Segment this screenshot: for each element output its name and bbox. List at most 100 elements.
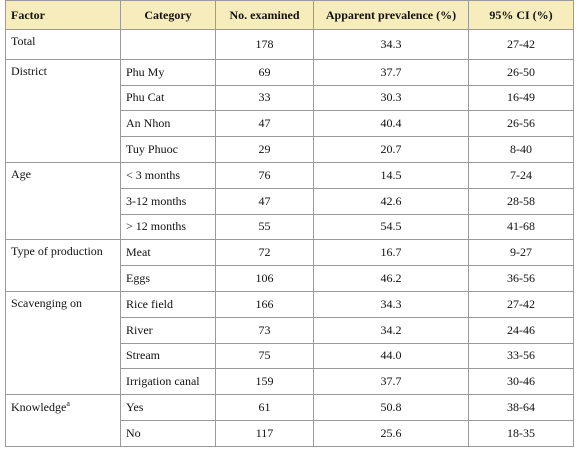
no-examined-cell: 106 (215, 265, 314, 292)
ci-cell: 18-35 (468, 419, 574, 447)
category-cell (120, 29, 216, 60)
prevalence-cell: 50.8 (313, 394, 469, 421)
factor-label: District (11, 63, 47, 78)
header-category: Category (120, 0, 216, 30)
factor-cell: District (5, 58, 121, 163)
factor-label: Age (11, 166, 31, 181)
ci-cell: 9-27 (468, 239, 574, 267)
table-row: District Phu My 69 37.7 26-50 (5, 58, 574, 163)
table-row: No 117 25.6 18-35 (6, 419, 574, 447)
header-factor: Factor (5, 0, 121, 30)
footnote-marker: a (66, 399, 70, 409)
prevalence-cell: 25.6 (313, 419, 469, 447)
ci-cell: 28-58 (468, 187, 574, 215)
prevalence-cell: 34.3 (313, 290, 469, 318)
prevalence-cell: 54.5 (313, 213, 469, 241)
table-row: Scavenging on Rice field 166 34.3 27-42 (5, 290, 574, 396)
factor-cell: Scavenging on (5, 290, 121, 396)
category-cell: Meat (120, 239, 216, 267)
category-cell: No (120, 419, 216, 447)
ci-cell: 26-56 (468, 110, 574, 138)
no-examined-cell: 69 (215, 58, 314, 86)
factor-label: Knowledge (11, 400, 67, 415)
table-row: 3-12 months 47 42.6 28-58 (6, 187, 574, 215)
header-ci: 95% CI (%) (468, 0, 574, 30)
no-examined-cell: 55 (215, 213, 314, 241)
ci-cell: 36-56 (468, 265, 574, 292)
no-examined-cell: 159 (215, 368, 314, 396)
factor-cell: Age (5, 161, 121, 241)
prevalence-cell: 44.0 (313, 342, 469, 370)
no-examined-cell: 29 (215, 136, 314, 163)
category-cell: River (120, 316, 216, 344)
table-row: River 73 34.2 24-46 (6, 316, 574, 344)
prevalence-cell: 34.2 (313, 316, 469, 344)
category-cell: Irrigation canal (120, 368, 216, 396)
prevalence-cell: 46.2 (313, 265, 469, 292)
category-cell: Phu My (120, 58, 216, 86)
factor-label: Type of production (11, 244, 103, 259)
prevalence-cell: 14.5 (313, 161, 469, 189)
category-cell: An Nhon (120, 110, 216, 138)
factor-cell: Type of production (5, 239, 121, 292)
ci-cell: 24-46 (468, 316, 574, 344)
ci-cell: 8-40 (468, 136, 574, 163)
category-cell: Tuy Phuoc (120, 136, 216, 163)
table-row: Eggs 106 46.2 36-56 (6, 265, 574, 292)
no-examined-cell: 73 (215, 316, 314, 344)
header-row: Factor Category No. examined Apparent preva… (5, 0, 574, 30)
no-examined-cell: 117 (215, 419, 314, 447)
category-cell: 3-12 months (120, 187, 216, 215)
header-apparent-prevalence: Apparent prevalence (%) (313, 0, 469, 30)
ci-cell: 33-56 (468, 342, 574, 370)
prevalence-table: Factor Category No. examined Apparent preva… (5, 0, 574, 447)
table-row: Knowledgea Yes 61 50.8 38-64 (5, 394, 574, 447)
category-cell: Eggs (120, 265, 216, 292)
table-row: Age < 3 months 76 14.5 7-24 (5, 161, 574, 241)
ci-cell: 27-42 (468, 290, 574, 318)
category-cell: Yes (120, 394, 216, 421)
prevalence-cell: 30.3 (313, 84, 469, 112)
ci-cell: 30-46 (468, 368, 574, 396)
ci-cell: 16-49 (468, 84, 574, 112)
prevalence-cell: 37.7 (313, 58, 469, 86)
no-examined-cell: 72 (215, 239, 314, 267)
factor-cell: Total (5, 29, 121, 60)
table-row: Type of production Meat 72 16.7 9-27 (5, 239, 574, 292)
factor-cell: Knowledgea (5, 394, 121, 447)
table-body: Total 178 34.3 27-42 District Phu My 69 37.7 26-… (5, 29, 574, 447)
prevalence-cell: 20.7 (313, 136, 469, 163)
table-row: Stream 75 44.0 33-56 (6, 342, 574, 370)
prevalence-cell: 16.7 (313, 239, 469, 267)
prevalence-cell: 34.3 (313, 29, 469, 60)
ci-cell: 27-42 (468, 29, 574, 60)
prevalence-cell: 42.6 (313, 187, 469, 215)
table-row: Tuy Phuoc 29 20.7 8-40 (6, 136, 574, 163)
header-no-examined: No. examined (215, 0, 314, 30)
prevalence-cell: 37.7 (313, 368, 469, 396)
no-examined-cell: 75 (215, 342, 314, 370)
category-cell: Stream (120, 342, 216, 370)
ci-cell: 7-24 (468, 161, 574, 189)
factor-label: Scavenging on (11, 295, 82, 310)
no-examined-cell: 47 (215, 187, 314, 215)
category-cell: < 3 months (120, 161, 216, 189)
ci-cell: 38-64 (468, 394, 574, 421)
table-row: An Nhon 47 40.4 26-56 (6, 110, 574, 138)
category-cell: Rice field (120, 290, 216, 318)
table-row: Phu Cat 33 30.3 16-49 (6, 84, 574, 112)
category-cell: Phu Cat (120, 84, 216, 112)
no-examined-cell: 178 (215, 29, 314, 60)
prevalence-cell: 40.4 (313, 110, 469, 138)
ci-cell: 26-50 (468, 58, 574, 86)
no-examined-cell: 61 (215, 394, 314, 421)
no-examined-cell: 76 (215, 161, 314, 189)
no-examined-cell: 47 (215, 110, 314, 138)
no-examined-cell: 166 (215, 290, 314, 318)
category-cell: > 12 months (120, 213, 216, 241)
factor-label: Total (11, 34, 36, 48)
table-row: Total 178 34.3 27-42 (5, 29, 574, 60)
table-row: > 12 months 55 54.5 41-68 (6, 213, 574, 241)
table-header: Factor Category No. examined Apparent preva… (5, 0, 574, 30)
ci-cell: 41-68 (468, 213, 574, 241)
